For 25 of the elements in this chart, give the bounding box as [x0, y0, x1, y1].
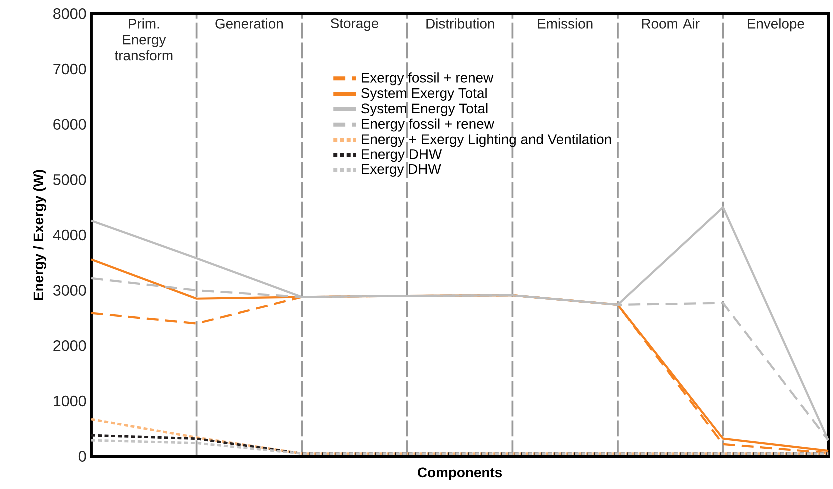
annotation: Prim. Energy transform	[114, 18, 173, 60]
y-tick-label: 5000	[54, 174, 86, 186]
annotation: Room Air	[642, 18, 700, 29]
annotation: Envelope	[748, 18, 804, 32]
y-tick-label: 0	[78, 450, 86, 462]
legend-label: Energy fossil + renew	[362, 118, 494, 132]
y-tick-label: 7000	[54, 64, 86, 74]
y-axis-title: Energy / Exergy (W)	[33, 170, 46, 300]
y-tick-label: 8000	[54, 8, 86, 20]
y-tick-label: 4000	[53, 230, 86, 240]
legend-label: System Energy Total	[362, 103, 488, 116]
legend-label: Exergy fossil + renew	[362, 72, 494, 86]
annotation: Emission	[538, 18, 593, 29]
x-axis-title: Components	[418, 468, 502, 480]
annotation: Storage	[330, 18, 379, 32]
y-tick-label: 1000	[54, 396, 86, 406]
y-tick-label: 6000	[54, 119, 86, 130]
y-tick-label: 2000	[54, 340, 86, 352]
legend-label: System Exergy Total	[362, 88, 487, 101]
y-tick-label: 3000	[53, 284, 86, 296]
annotation: Distribution	[426, 18, 494, 29]
annotation: Generation	[216, 18, 283, 29]
legend-label: Energy + Exergy Lighting and Ventilation	[362, 134, 612, 147]
legend-label: Energy DHW	[362, 149, 442, 162]
legend-label: Exergy DHW	[362, 164, 442, 177]
